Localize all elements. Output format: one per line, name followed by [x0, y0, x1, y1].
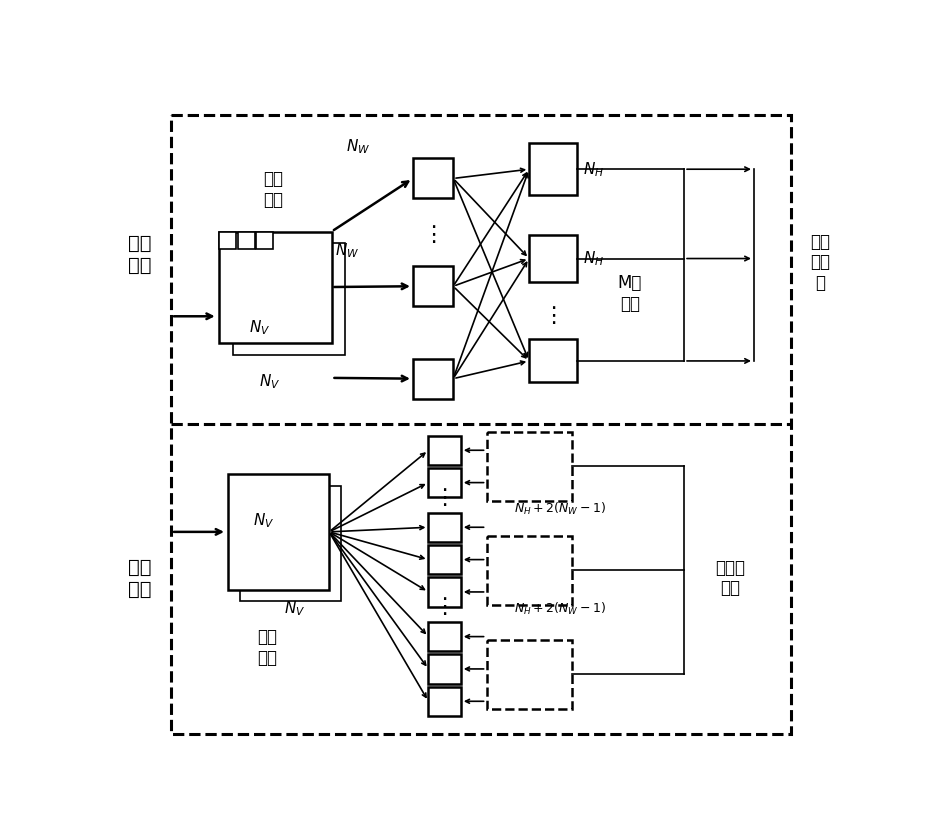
Text: ⋮: ⋮ [422, 226, 444, 246]
Text: $N_V$: $N_V$ [284, 600, 305, 618]
Bar [529, 340, 577, 382]
Text: $N_V$: $N_V$ [249, 319, 270, 337]
Bar [240, 486, 341, 602]
Bar [487, 536, 572, 605]
Bar [428, 468, 461, 498]
Bar [428, 435, 461, 465]
Bar [413, 266, 454, 306]
Text: ⋮: ⋮ [434, 488, 456, 508]
Text: $N_H+2(N_W-1)$: $N_H+2(N_W-1)$ [514, 601, 606, 617]
Text: $N_H$: $N_H$ [583, 249, 604, 268]
Bar [233, 243, 346, 355]
Text: 特征
提取: 特征 提取 [129, 234, 152, 275]
Text: $N_H$: $N_H$ [583, 160, 604, 179]
Text: $N_H+2(N_W-1)$: $N_H+2(N_W-1)$ [514, 501, 606, 517]
Bar [529, 236, 577, 282]
Bar [219, 232, 236, 248]
Text: 输出
特征
图: 输出 特征 图 [810, 232, 830, 292]
Text: M特
征图: M特 征图 [617, 274, 642, 313]
Text: $N_W$: $N_W$ [335, 242, 359, 260]
Text: ⋮: ⋮ [542, 306, 564, 326]
Bar [257, 232, 274, 248]
Bar [428, 545, 461, 574]
Text: $N_V$: $N_V$ [253, 511, 274, 529]
Bar [228, 474, 330, 590]
Bar [529, 143, 577, 195]
Bar [171, 115, 791, 734]
Bar [487, 432, 572, 501]
Text: $N_W$: $N_W$ [347, 138, 371, 156]
Bar [487, 639, 572, 709]
Text: 图像
重构: 图像 重构 [129, 558, 152, 598]
Bar [428, 577, 461, 607]
Bar [428, 513, 461, 542]
Bar [428, 654, 461, 684]
Bar [428, 622, 461, 651]
Bar [238, 232, 255, 248]
Bar [428, 686, 461, 716]
Text: 原始
图像: 原始 图像 [263, 169, 283, 209]
Text: $N_V$: $N_V$ [259, 373, 280, 391]
Text: 重构
图像: 重构 图像 [258, 628, 277, 667]
Bar [219, 232, 331, 343]
Text: 零填充
特征: 零填充 特征 [716, 559, 745, 597]
Bar [413, 358, 454, 399]
Text: ⋮: ⋮ [434, 597, 456, 618]
Bar [413, 159, 454, 199]
